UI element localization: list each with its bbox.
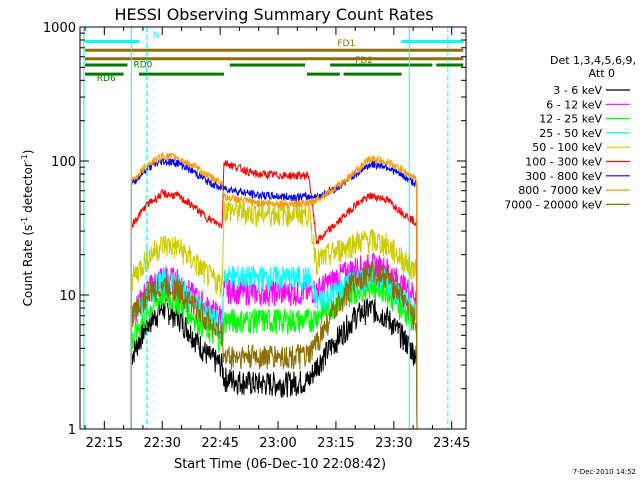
series-line-2 [130, 274, 418, 430]
band-label-rd0: RD0 [133, 60, 152, 70]
marker-lines [83, 27, 449, 429]
band-label-rd6: RD6 [97, 74, 116, 84]
y-axis-label-mid: detector [21, 162, 35, 217]
series-line-6 [130, 157, 418, 430]
plot-frame [79, 26, 467, 430]
y-tick-label: 1 [68, 423, 76, 438]
x-tick-label: 22:15 [86, 436, 123, 451]
y-axis-label-main: Count Rate (s [21, 225, 35, 307]
legend-label: 7000 - 20000 keV [504, 198, 602, 211]
band-label-n: N [153, 31, 160, 41]
x-tick-label: 23:00 [259, 436, 296, 451]
y-axis-label-sup1: -1 [20, 217, 29, 225]
x-tick-label: 23:45 [433, 436, 470, 451]
legend-label: 25 - 50 keV [539, 127, 602, 140]
legend-label: 12 - 25 keV [539, 113, 602, 126]
legend-header-2: Att 0 [589, 67, 615, 80]
y-axis-label: Count Rate (s-1 detector-1) [20, 150, 35, 307]
legend-label: 6 - 12 keV [546, 98, 602, 111]
legend-label: 800 - 7000 keV [518, 184, 602, 197]
y-axis-label-sup2: -1 [20, 154, 29, 162]
x-tick-label: 23:30 [375, 436, 412, 451]
footer-date: 7-Dec-2010 14:52 [573, 468, 636, 476]
chart-title: HESSI Observing Summary Count Rates [114, 5, 433, 24]
series-line-5 [130, 159, 418, 430]
legend-label: 50 - 100 keV [532, 141, 602, 154]
legend-label: 300 - 800 keV [525, 170, 602, 183]
axis-ticks: 22:15 22:30 22:45 23:00 23:15 23:30 23:45 1 10 10… [43, 21, 471, 451]
y-axis-label-end: ) [21, 150, 35, 155]
series-line-4 [130, 199, 418, 430]
y-tick-label: 100 [51, 155, 76, 170]
band-label-fd1: FD1 [337, 39, 355, 49]
x-tick-label: 22:45 [201, 436, 238, 451]
legend-header-1: Det 1,3,4,5,6,9, [550, 54, 636, 67]
x-tick-label: 23:15 [317, 436, 354, 451]
y-tick-label: 10 [59, 289, 76, 304]
series-line-8 [130, 261, 418, 430]
band-label-fd2: FD2 [355, 56, 373, 66]
series-line-7 [130, 152, 418, 430]
x-tick-label: 22:30 [143, 436, 180, 451]
legend-label: 3 - 6 keV [553, 84, 602, 97]
y-tick-label: 1000 [43, 21, 76, 36]
x-axis-label: Start Time (06-Dec-10 22:08:42) [174, 457, 386, 472]
series-lines [130, 152, 418, 430]
legend-label: 100 - 300 keV [525, 156, 602, 169]
